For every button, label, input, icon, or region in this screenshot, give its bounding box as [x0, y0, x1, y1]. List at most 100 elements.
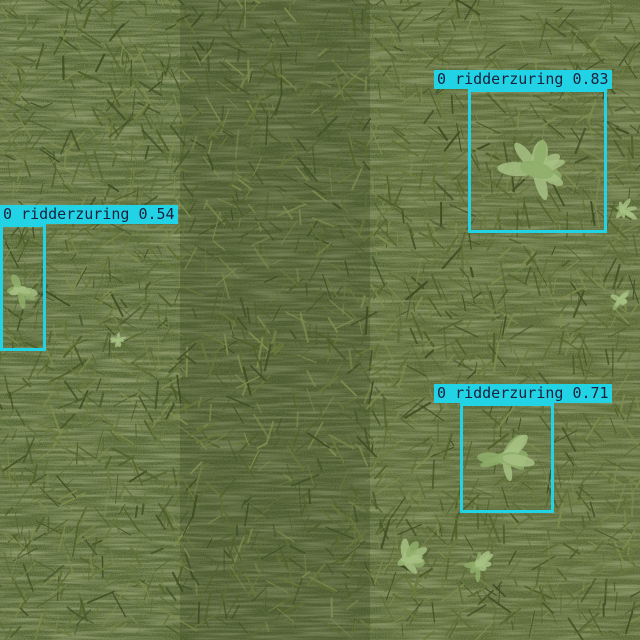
grass-blade	[531, 555, 556, 571]
grass-blade	[586, 511, 592, 522]
grass-blade	[139, 179, 155, 190]
grass-blade	[126, 0, 132, 4]
grass-blade	[2, 6, 18, 31]
grass-blade	[134, 597, 143, 607]
grass-blade	[613, 35, 628, 50]
grass-blade	[260, 608, 281, 620]
grass-blade	[346, 78, 360, 86]
grass-blade	[184, 402, 189, 421]
grass-blade	[81, 34, 103, 49]
grass-blade	[0, 608, 6, 613]
grass-blade	[216, 0, 221, 20]
grass-blade	[400, 121, 412, 133]
grass-blade	[410, 161, 413, 175]
grass-blade	[14, 424, 26, 434]
grass-blade	[305, 282, 308, 296]
grass-blade	[370, 459, 385, 472]
grass-blade	[227, 18, 234, 40]
grass-blade	[148, 41, 156, 54]
grass-blade	[392, 489, 398, 502]
grass-blade	[593, 260, 603, 279]
grass-blade	[298, 209, 302, 226]
grass-blade	[277, 531, 295, 543]
grass-blade	[182, 516, 193, 536]
grass-blade	[409, 436, 433, 451]
grass-blade	[383, 359, 388, 368]
grass-blade	[484, 223, 487, 243]
grass-blade	[184, 354, 197, 365]
grass-blade	[93, 606, 100, 618]
grass-blade	[204, 592, 212, 623]
grass-blade	[119, 392, 144, 409]
grass-blade	[629, 590, 640, 598]
grass-blade	[492, 152, 506, 170]
grass-blade	[295, 91, 304, 118]
grass-blade	[135, 415, 145, 433]
grass-blade	[175, 525, 197, 550]
grass-blade	[57, 230, 66, 245]
grass-blade	[445, 155, 448, 180]
grass-blade	[177, 0, 185, 6]
grass-blade	[160, 224, 181, 244]
grass-blade	[56, 391, 66, 413]
grass-blade	[201, 49, 212, 62]
grass-blade	[167, 350, 186, 373]
grass-blade	[189, 182, 203, 191]
grass-blade	[352, 504, 359, 523]
grass-blade	[81, 458, 95, 476]
grass-blade	[595, 560, 605, 567]
grass-blade	[448, 621, 458, 639]
grass-blade	[582, 189, 590, 198]
grass-blade	[256, 137, 262, 159]
grass-blade	[386, 175, 391, 202]
grass-blade	[379, 469, 388, 483]
grass-blade	[635, 396, 640, 411]
grass-blade	[176, 399, 201, 413]
grass-blade	[138, 396, 154, 422]
grass-blade	[191, 494, 198, 519]
grass-blade	[295, 437, 314, 453]
grass-blade	[106, 620, 124, 637]
grass-blade	[347, 308, 365, 328]
grass-blade	[548, 0, 561, 20]
grass-blade	[162, 506, 175, 531]
grass-blade	[464, 535, 474, 550]
grass-blade	[237, 236, 245, 246]
grass-blade	[329, 149, 343, 179]
grass-blade	[573, 525, 586, 543]
grass-blade	[558, 301, 569, 315]
grass-blade	[352, 188, 369, 205]
grass-blade	[430, 443, 453, 464]
grass-blade	[212, 3, 230, 22]
grass-blade	[253, 507, 270, 522]
grass-blade	[374, 326, 388, 335]
grass-blade	[477, 35, 488, 45]
grass-blade	[531, 361, 536, 381]
grass-blade	[627, 152, 631, 168]
grass-blade	[99, 230, 126, 248]
grass-blade	[560, 323, 571, 330]
grass-blade	[104, 455, 113, 469]
grass-blade	[453, 602, 479, 615]
grass-blade	[102, 514, 120, 541]
grass-blade	[78, 314, 84, 326]
grass-blade	[13, 170, 22, 178]
grass-blade	[12, 294, 20, 315]
grass-blade	[576, 269, 587, 291]
grass-blade	[466, 575, 485, 587]
grass-blade	[393, 623, 406, 635]
grass-blade	[557, 9, 575, 29]
grass-blade	[354, 443, 365, 452]
grass-blade	[26, 425, 37, 435]
grass-blade	[87, 554, 91, 582]
grass-blade	[614, 403, 625, 421]
grass-blade	[556, 489, 568, 512]
grass-blade	[503, 313, 514, 336]
grass-blade	[447, 38, 452, 57]
grass-blade	[275, 552, 284, 570]
grass-blade	[362, 160, 371, 171]
grass-blade	[348, 500, 360, 510]
grass-blade	[484, 587, 497, 596]
grass-blade	[608, 220, 629, 241]
grass-blade	[614, 591, 618, 613]
